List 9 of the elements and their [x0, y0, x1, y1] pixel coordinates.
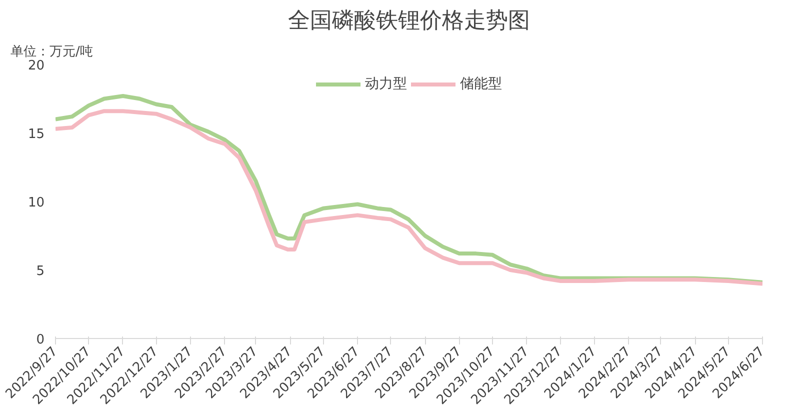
legend-label: 储能型 — [460, 75, 502, 93]
chart-title: 全国磷酸铁锂价格走势图 — [288, 8, 530, 32]
legend-label: 动力型 — [365, 75, 407, 93]
y-tick-label: 5 — [36, 264, 45, 279]
y-tick-label: 20 — [28, 58, 45, 74]
y-tick-label: 15 — [28, 127, 45, 142]
y-tick-label: 0 — [36, 332, 45, 348]
y-tick-label: 10 — [28, 196, 45, 210]
y-axis-title: 单位：万元/吨 — [10, 44, 93, 60]
